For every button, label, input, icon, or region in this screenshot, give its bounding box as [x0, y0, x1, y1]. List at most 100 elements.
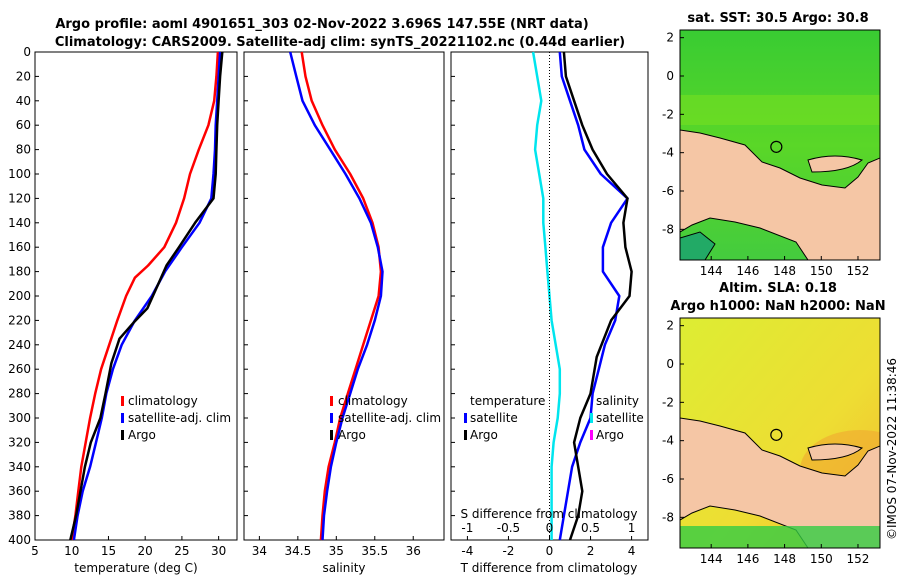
- difference-plot: -4 -2 0 2 4 -1 -0.5 0 0.5 1: [451, 51, 636, 558]
- y-tick-label: 360: [8, 484, 31, 498]
- series-line-s-satellite: [558, 51, 629, 541]
- legend-label-argo: Argo: [128, 428, 156, 442]
- sst-warm-band: [680, 95, 880, 125]
- legend-mark-climatology: [330, 396, 333, 406]
- series-line-argo: [69, 51, 224, 541]
- map-y-tick-label: 2: [666, 31, 674, 45]
- top-x-tick-label: 1: [628, 521, 636, 535]
- legend-label-climatology: climatology: [338, 394, 408, 408]
- temperature-legend: climatology satellite-adj. clim Argo: [121, 394, 231, 442]
- map-y-tick-label: -4: [662, 146, 674, 160]
- legend-right-argo: Argo: [596, 428, 624, 442]
- map-x-tick-label: 148: [773, 552, 796, 566]
- x-tick-label: 35.5: [361, 544, 388, 558]
- y-tick-label: 260: [8, 362, 31, 376]
- legend-left-mark-satellite: [464, 413, 467, 423]
- sst-map-title: sat. SST: 30.5 Argo: 30.8: [687, 11, 868, 26]
- map-x-tick-label: 152: [847, 264, 870, 278]
- x-tick-label: 5: [31, 544, 39, 558]
- y-tick-label: 300: [8, 411, 31, 425]
- y-tick-label: 280: [8, 387, 31, 401]
- legend-left-title: temperature: [470, 394, 545, 408]
- sla-map-axes: 144 146 148 150 152 2 0 -2 -4 -6 -8: [662, 319, 869, 566]
- sst-new-guinea-land: [680, 129, 880, 260]
- y-tick-label: 100: [8, 167, 31, 181]
- sst-map-frame: [679, 29, 881, 261]
- map-x-tick-label: 144: [700, 552, 723, 566]
- x-tick-label: 35: [329, 544, 344, 558]
- y-tick-label: 160: [8, 240, 31, 254]
- legend-mark-climatology: [121, 396, 124, 406]
- y-tick-label: 380: [8, 509, 31, 523]
- series-line-s-argo: [562, 51, 633, 541]
- legend-mark-satellite: [121, 413, 124, 423]
- sla-argo-marker: [770, 428, 783, 441]
- legend-mark-argo: [330, 430, 333, 440]
- x-tick-label: 34: [252, 544, 267, 558]
- sla-south-water: [680, 526, 880, 548]
- series-line-satellite-adj-clim: [288, 51, 384, 541]
- x-tick-label: 34.5: [284, 544, 311, 558]
- y-tick-label: 200: [8, 289, 31, 303]
- map-y-tick-label: -6: [662, 472, 674, 486]
- sla-map-title: Altim. SLA: 0.18: [719, 281, 837, 296]
- sla-map: [679, 317, 881, 549]
- map-y-tick-label: -8: [662, 222, 674, 236]
- map-y-tick-label: -4: [662, 434, 674, 448]
- legend-left-mark-argo: [464, 430, 467, 440]
- temperature-plot: 0 20 40 60 80 100 120 140 160 180 200 220 240 260 280 3…: [8, 45, 226, 558]
- figure-title-line2: Climatology: CARS2009. Satellite-adj cli…: [55, 35, 625, 50]
- legend-left-satellite: satellite: [470, 411, 518, 425]
- difference-xlabel: T difference from climatology: [460, 561, 638, 575]
- top-x-tick-label: 0: [546, 521, 554, 535]
- legend-right-mark-satellite: [590, 413, 593, 423]
- map-y-tick-label: -8: [662, 510, 674, 524]
- legend-label-satellite: satellite-adj. clim: [128, 411, 231, 425]
- sla-map-subtitle: Argo h1000: NaN h2000: NaN: [670, 299, 885, 314]
- y-tick-label: 180: [8, 265, 31, 279]
- y-tick-label: 40: [16, 94, 31, 108]
- x-tick-label: 30: [211, 544, 226, 558]
- x-tick-label: -2: [502, 544, 514, 558]
- salinity-panel-frame: [243, 51, 445, 541]
- sla-map-frame: [679, 317, 881, 549]
- x-tick-label: 0: [546, 544, 554, 558]
- top-x-tick-label: -1: [461, 521, 473, 535]
- y-tick-label: 220: [8, 313, 31, 327]
- salinity-plot: 34 34.5 35 35.5 36: [244, 51, 421, 558]
- map-y-tick-label: -2: [662, 395, 674, 409]
- temperature-xlabel: temperature (deg C): [74, 561, 197, 575]
- x-tick-label: 2: [587, 544, 595, 558]
- map-x-tick-label: 146: [736, 264, 759, 278]
- x-tick-label: 4: [628, 544, 636, 558]
- map-x-tick-label: 148: [773, 264, 796, 278]
- top-x-tick-label: 0.5: [581, 521, 600, 535]
- sst-map-axes: 144 146 148 150 152 2 0 -2 -4 -6 -8: [662, 31, 869, 278]
- map-x-tick-label: 150: [810, 264, 833, 278]
- y-tick-label: 240: [8, 338, 31, 352]
- sst-new-britain-land: [807, 155, 864, 173]
- map-x-tick-label: 144: [700, 264, 723, 278]
- y-tick-label: 120: [8, 191, 31, 205]
- map-y-tick-label: 0: [666, 69, 674, 83]
- map-y-tick-label: 2: [666, 319, 674, 333]
- salinity-legend: climatology satellite-adj. clim Argo: [330, 394, 441, 442]
- map-x-tick-label: 146: [736, 552, 759, 566]
- map-y-tick-label: -2: [662, 107, 674, 121]
- x-tick-label: 36: [406, 544, 421, 558]
- sla-new-guinea-land: [680, 417, 880, 548]
- sst-map: [679, 29, 881, 261]
- sst-argo-marker: [770, 140, 783, 153]
- legend-right-title: salinity: [596, 394, 639, 408]
- y-tick-label: 400: [8, 533, 31, 547]
- legend-right-mark-argo: [590, 430, 593, 440]
- difference-top-axis-label: S difference from climatology: [461, 507, 638, 521]
- y-tick-label: 80: [16, 143, 31, 157]
- map-x-tick-label: 150: [810, 552, 833, 566]
- imos-credit: ©IMOS 07-Nov-2022 11:38:46: [885, 358, 899, 540]
- legend-label-argo: Argo: [338, 428, 366, 442]
- y-tick-label: 20: [16, 69, 31, 83]
- legend-label-satellite: satellite-adj. clim: [338, 411, 441, 425]
- sla-new-britain-land: [807, 443, 864, 461]
